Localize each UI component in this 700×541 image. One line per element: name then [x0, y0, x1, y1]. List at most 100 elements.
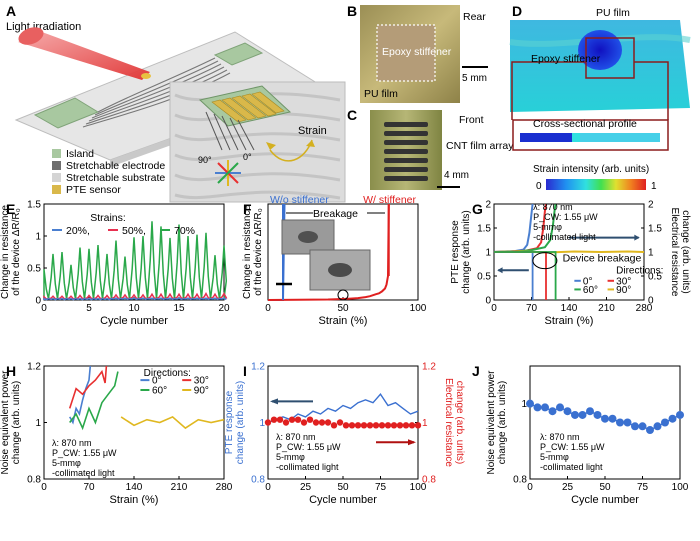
series-line [493, 203, 534, 253]
cbar-min: 0 [536, 181, 542, 192]
arrow-left-head [497, 267, 503, 274]
x-tick-label: 25 [562, 482, 574, 493]
y-tick-label: 1 [521, 399, 527, 410]
legend-electrode: Stretchable electrode [66, 160, 165, 172]
arrow-left-head [270, 398, 278, 405]
legend-label: 30° [194, 376, 209, 387]
inset-electrodes [205, 111, 255, 151]
x-tick-label: 0 [527, 482, 533, 493]
direction-star [215, 160, 241, 186]
panel-letter: F [243, 201, 252, 217]
chart-h: H 0 70 140 210 280 0.8 1 1.2 Strain (%) Noise equ… [0, 362, 233, 507]
crack-w [328, 263, 352, 277]
condition-text: -collimated light [52, 468, 115, 478]
x-tick-label: 0 [265, 303, 271, 314]
epoxy-label: Epoxy stiffener [382, 46, 452, 58]
x-tick-label: 140 [561, 303, 578, 314]
data-point [578, 410, 587, 419]
y2-tick-label: 1 [648, 248, 654, 259]
cross-section-stiffener [520, 133, 572, 142]
data-point-resistance [330, 422, 338, 429]
panel-c: C Front CNT film array 4 mm [347, 107, 514, 190]
y-axis-label: Change in resistance [242, 205, 253, 299]
breakage-label: Breakage [313, 208, 358, 220]
data-point-resistance [348, 422, 356, 429]
data-point [661, 418, 669, 427]
breakage-label-bg [313, 207, 367, 219]
series-line-50 [43, 292, 228, 300]
panel-letter: E [6, 201, 15, 217]
y2-axis-label: change (arb. units) [454, 381, 465, 464]
y-axis-label: change (arb. units) [235, 381, 246, 464]
condition-text: λ: 870 nm [52, 438, 92, 448]
y-axis-label: change (arb. units) [11, 381, 22, 464]
panel-letter: C [347, 107, 357, 123]
x-tick-label: 140 [126, 482, 143, 493]
panel-letter: A [6, 3, 16, 19]
panel-letter: I [243, 363, 247, 379]
panel-a-legend: Island Stretchable electrode Stretchable… [52, 148, 165, 196]
y-tick-label: 1 [35, 418, 41, 429]
legend-swatch-electrode [52, 161, 61, 170]
arrow-right-head [634, 234, 640, 241]
x-tick-label: 0 [41, 482, 47, 493]
legend-label: 50%, [122, 225, 146, 237]
y-axis-label: Noise equivalent power [0, 370, 11, 475]
directions-title: Directions: [144, 368, 191, 379]
data-point [548, 407, 557, 416]
y2-tick-label: 1 [422, 418, 428, 429]
x-axis-label: Strain (%) [545, 315, 594, 327]
x-axis-label: Strain (%) [319, 315, 368, 327]
data-point-resistance [408, 422, 416, 429]
y-tick-label: 1.2 [251, 362, 265, 373]
y-tick-label: 1 [35, 232, 41, 243]
data-point [533, 403, 542, 412]
data-point-resistance [366, 422, 374, 429]
data-point [623, 418, 632, 427]
panel-letter: D [512, 3, 522, 19]
data-point [601, 414, 609, 423]
y-tick-label: 1.5 [27, 200, 41, 211]
cross-section-band [520, 133, 660, 142]
legend-swatch-island [52, 149, 61, 158]
data-point [586, 407, 594, 416]
breakage-label: Device breakage [563, 253, 642, 265]
pte-sensors [211, 91, 285, 123]
island-right [213, 42, 264, 66]
x-tick-label: 100 [410, 303, 427, 314]
data-point-resistance [288, 416, 296, 423]
y-tick-label: 1.5 [477, 224, 491, 235]
y-tick-label: 1 [259, 418, 265, 429]
y2-tick-label: 1.5 [648, 224, 662, 235]
data-point [646, 426, 654, 435]
x-tick-label: 25 [300, 482, 312, 493]
x-tick-label: 70 [526, 303, 538, 314]
data-point-resistance [360, 422, 368, 429]
legend-swatch-substrate [52, 173, 61, 182]
data-point-resistance [396, 422, 404, 429]
zoom-box [585, 37, 635, 79]
series-line [69, 365, 92, 425]
x-tick-label: 75 [375, 482, 387, 493]
data-point-resistance [264, 419, 272, 426]
data-point-resistance [372, 422, 380, 429]
x-tick-label: 50 [337, 482, 349, 493]
panel-letter: J [472, 363, 480, 379]
y2-tick-label: 0.8 [422, 475, 436, 486]
y-tick-label: 0.5 [477, 272, 491, 283]
data-point-resistance [270, 416, 278, 423]
x-tick-label: 15 [173, 303, 185, 314]
x-tick-label: 100 [672, 482, 689, 493]
series-line [68, 365, 108, 409]
condition-text: 5-mmφ [540, 452, 569, 462]
x-tick-label: 75 [637, 482, 649, 493]
data-point [631, 422, 639, 431]
rear-label: Rear [463, 11, 486, 23]
y2-tick-label: 2 [648, 200, 654, 211]
inset-zoom: Strain 90° 0° [169, 81, 346, 203]
condition-text: -collimated light [533, 232, 596, 242]
data-point-resistance [384, 422, 392, 429]
panel-letter: H [6, 363, 16, 379]
x-tick-label: 0 [265, 482, 271, 493]
